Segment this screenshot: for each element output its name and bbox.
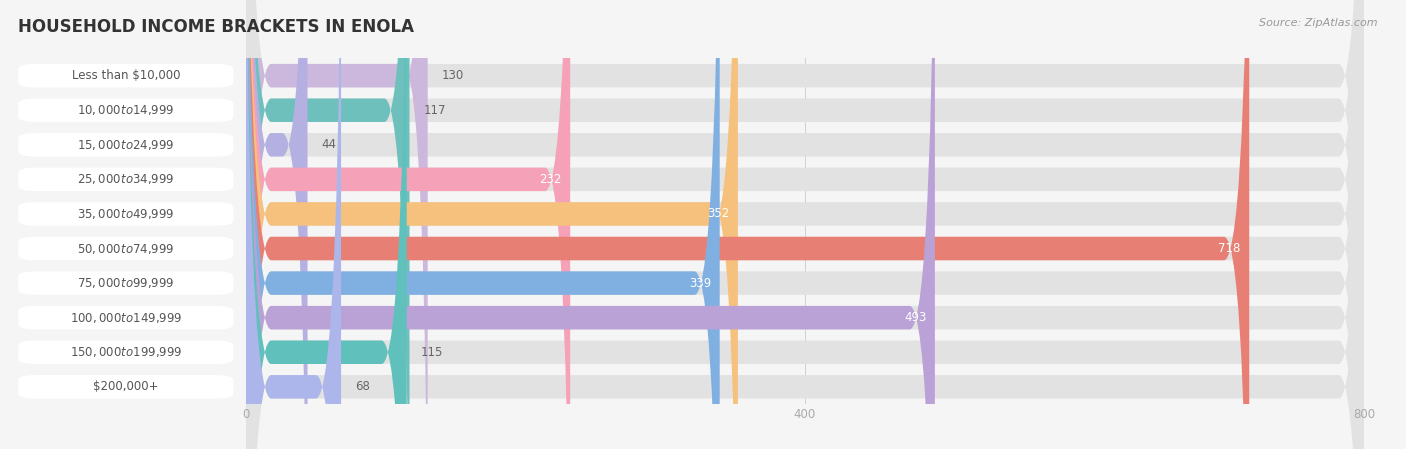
Text: 115: 115 <box>420 346 443 359</box>
FancyBboxPatch shape <box>246 0 1364 449</box>
FancyBboxPatch shape <box>246 0 1364 449</box>
Text: $35,000 to $49,999: $35,000 to $49,999 <box>77 207 174 221</box>
Text: $100,000 to $149,999: $100,000 to $149,999 <box>70 311 181 325</box>
FancyBboxPatch shape <box>246 0 308 449</box>
Text: 352: 352 <box>707 207 730 220</box>
FancyBboxPatch shape <box>246 0 1364 449</box>
FancyBboxPatch shape <box>246 0 738 449</box>
FancyBboxPatch shape <box>246 0 409 449</box>
Text: $200,000+: $200,000+ <box>93 380 159 393</box>
FancyBboxPatch shape <box>246 0 1364 449</box>
Text: 718: 718 <box>1219 242 1241 255</box>
FancyBboxPatch shape <box>246 0 571 449</box>
Text: 493: 493 <box>904 311 927 324</box>
Text: HOUSEHOLD INCOME BRACKETS IN ENOLA: HOUSEHOLD INCOME BRACKETS IN ENOLA <box>18 18 415 36</box>
Text: 68: 68 <box>356 380 370 393</box>
FancyBboxPatch shape <box>246 0 1364 449</box>
Text: Less than $10,000: Less than $10,000 <box>72 69 180 82</box>
Text: $50,000 to $74,999: $50,000 to $74,999 <box>77 242 174 255</box>
Text: 130: 130 <box>441 69 464 82</box>
Text: $25,000 to $34,999: $25,000 to $34,999 <box>77 172 174 186</box>
Text: $150,000 to $199,999: $150,000 to $199,999 <box>70 345 181 359</box>
FancyBboxPatch shape <box>246 0 1250 449</box>
FancyBboxPatch shape <box>246 0 1364 449</box>
FancyBboxPatch shape <box>246 0 406 449</box>
Text: 339: 339 <box>689 277 711 290</box>
FancyBboxPatch shape <box>246 0 427 449</box>
FancyBboxPatch shape <box>246 0 1364 449</box>
Text: Source: ZipAtlas.com: Source: ZipAtlas.com <box>1260 18 1378 28</box>
Text: 117: 117 <box>423 104 446 117</box>
Text: $75,000 to $99,999: $75,000 to $99,999 <box>77 276 174 290</box>
FancyBboxPatch shape <box>246 0 342 449</box>
FancyBboxPatch shape <box>246 0 1364 449</box>
Text: 44: 44 <box>322 138 336 151</box>
FancyBboxPatch shape <box>246 0 720 449</box>
FancyBboxPatch shape <box>246 0 935 449</box>
FancyBboxPatch shape <box>246 0 1364 449</box>
Text: $15,000 to $24,999: $15,000 to $24,999 <box>77 138 174 152</box>
Text: $10,000 to $14,999: $10,000 to $14,999 <box>77 103 174 117</box>
Text: 232: 232 <box>540 173 562 186</box>
FancyBboxPatch shape <box>246 0 1364 449</box>
